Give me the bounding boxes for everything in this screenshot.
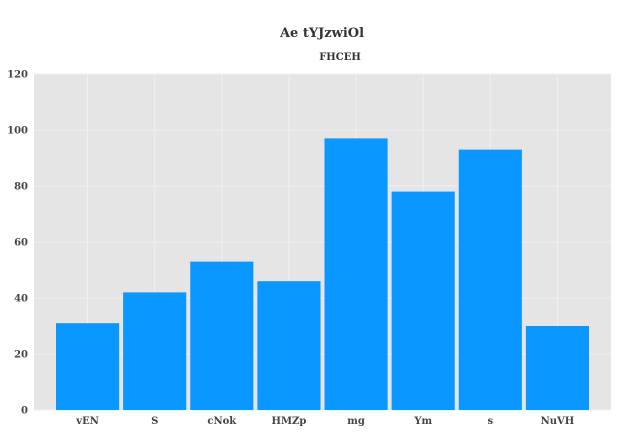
- x-tick-label: cNok: [207, 416, 237, 427]
- bar-vEN: [56, 323, 120, 410]
- y-tick-label: 100: [7, 126, 28, 137]
- y-tick-label: 60: [14, 238, 28, 249]
- x-tick-label: Ym: [413, 416, 432, 427]
- bar-S: [123, 292, 187, 410]
- chart-subtitle: FHCEH: [319, 52, 361, 63]
- bar-HMZp: [257, 281, 321, 410]
- y-tick-label: 0: [21, 406, 28, 417]
- x-tick-label: vEN: [75, 416, 99, 427]
- y-axis-ticks: 0 20 40 60 80 100 120: [7, 70, 28, 417]
- bar-mg: [324, 138, 388, 410]
- y-tick-label: 120: [7, 70, 28, 81]
- y-tick-label: 20: [14, 350, 28, 361]
- bar-cNok: [190, 261, 254, 410]
- x-tick-label: mg: [347, 416, 365, 427]
- chart-title: Ae tYJzwiOl: [279, 26, 364, 41]
- x-tick-label: S: [151, 416, 158, 427]
- y-tick-label: 40: [14, 294, 28, 305]
- y-tick-label: 80: [14, 182, 28, 193]
- bars: [56, 138, 589, 410]
- x-tick-label: NuVH: [541, 416, 575, 427]
- bar-s: [458, 149, 522, 410]
- bar-NuVH: [525, 326, 589, 410]
- x-tick-label: s: [487, 416, 493, 427]
- x-tick-label: HMZp: [272, 416, 307, 427]
- bar-Ym: [391, 191, 455, 410]
